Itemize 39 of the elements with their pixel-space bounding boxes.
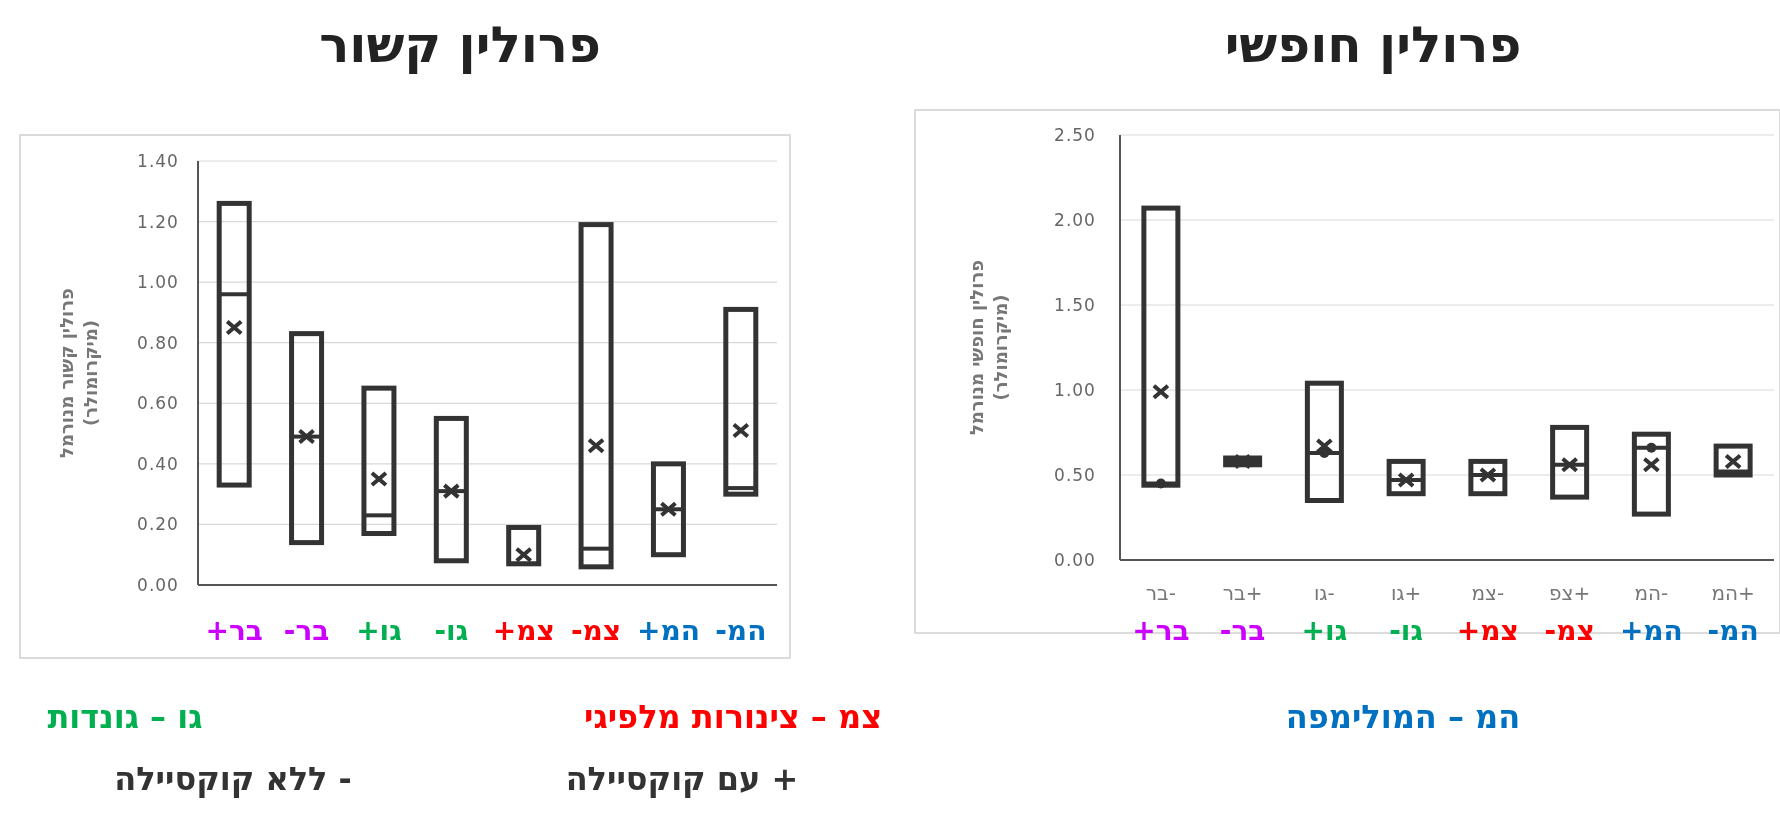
x-tick-label: גו-	[434, 614, 469, 647]
y-tick-label: 2.50	[1054, 124, 1096, 145]
y-tick-label: 0.00	[1054, 549, 1096, 570]
x-tick-label: +גו	[1390, 581, 1422, 605]
x-tick-label: +צפ	[1549, 581, 1591, 605]
text: + עם קוקסיילה	[565, 760, 799, 798]
x-tick-label: -בר	[1145, 581, 1176, 605]
x-tick-label: בר-	[283, 614, 330, 647]
y-tick-label: 0.60	[137, 393, 179, 414]
x-tick-label: צמ+	[492, 614, 555, 647]
x-tick-label: גו+	[356, 614, 402, 647]
x-tick-label: המ-	[715, 614, 767, 647]
y-axis-title: פרולין חופשי מנורמל (מיקרומולר)	[966, 259, 1011, 436]
chart-title: פרולין קשור	[319, 16, 601, 74]
y-tick-label: 1.50	[1054, 294, 1096, 315]
text: המ – המולימפה	[1285, 698, 1521, 736]
y-tick-label: 0.80	[137, 332, 179, 353]
text: גו – גונדות	[47, 698, 203, 736]
x-tick-label: צמ-	[570, 614, 622, 647]
x-tick-label: בר+	[205, 614, 263, 647]
x-tick-label: -גו	[1313, 581, 1335, 605]
y-tick-label: 1.00	[1054, 379, 1096, 400]
x-tick-label: -צמ	[1471, 581, 1505, 605]
y-tick-label: 0.50	[1054, 464, 1096, 485]
y-tick-label: 1.40	[137, 150, 179, 171]
y-tick-label: 0.00	[137, 574, 179, 595]
text: - ללא קוקסיילה	[114, 760, 352, 798]
y-tick-label: 1.20	[137, 211, 179, 232]
text: צמ – צינורות מלפיגי	[583, 698, 883, 736]
x-tick-label: המ+	[636, 614, 700, 647]
x-tick-label: -המ	[1634, 581, 1669, 605]
y-axis-title: פרולין קשור מנורמל (מיקרומולר)	[56, 288, 101, 458]
chart-title: פרולין חופשי	[1224, 16, 1522, 74]
x-tick-label: +בר	[1222, 581, 1263, 605]
x-tick-label: +המ	[1711, 581, 1755, 605]
y-tick-label: 0.20	[137, 514, 179, 535]
y-tick-label: 2.00	[1054, 209, 1096, 230]
y-tick-label: 1.00	[137, 272, 179, 293]
y-tick-label: 0.40	[137, 453, 179, 474]
